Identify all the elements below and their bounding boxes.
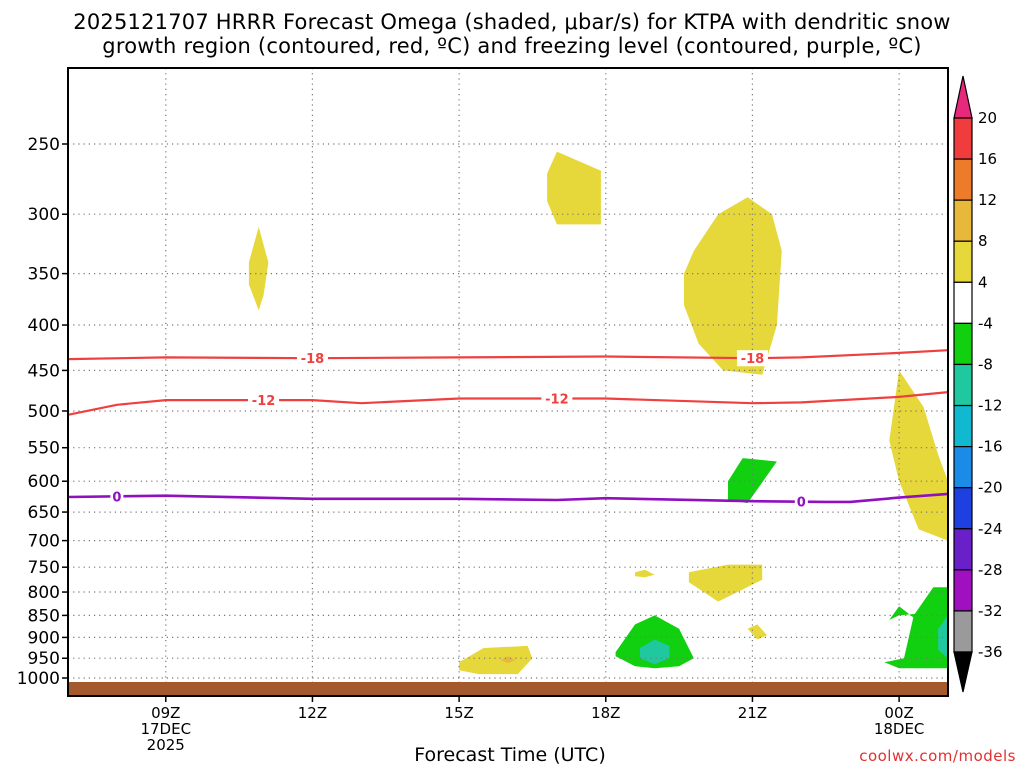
contour-label-bg [736,350,768,367]
omega-region-6 [747,624,768,640]
colorbar-bottom-arrow [953,651,973,693]
colorbar-segment-12 [953,610,973,653]
x-tick-label-24-0: 00Z [884,704,913,722]
colorbar-label-6: -8 [978,355,993,373]
contour-label-bg [296,350,328,367]
contour-line-2 [67,492,949,504]
y-tick-label-550: 550 [28,439,60,459]
y-tick-label-750: 750 [28,558,60,578]
y-tick-label-700: 700 [28,532,60,552]
omega-region-11 [884,587,948,669]
contour-label-bg [541,390,573,407]
colorbar-label-9: -20 [978,479,1003,497]
colorbar-segment-3 [953,240,973,283]
contour-label-1-1: -12 [545,392,569,407]
omega-region-3 [889,370,948,541]
colorbar-segment-4 [953,281,973,324]
colorbar-label-8: -16 [978,438,1003,456]
y-tick-label-300: 300 [28,205,60,225]
colorbar-top-arrow [953,75,973,119]
y-tick-label-600: 600 [28,472,60,492]
omega-region-7 [459,645,533,675]
colorbar-label-2: 12 [978,191,997,209]
contour-label-bg [110,488,124,505]
plot-frame [67,67,949,697]
omega-region-13 [938,615,948,659]
colorbar-segment-9 [953,487,973,530]
colorbar-segment-2 [953,199,973,242]
contour-label-0-0: -18 [301,352,325,367]
y-tick-label-900: 900 [28,628,60,648]
y-tick-label-650: 650 [28,503,60,523]
colorbar-segment-7 [953,404,973,448]
colorbar-label-12: -32 [978,602,1003,620]
x-tick-label-9-0: 09Z [151,704,180,722]
omega-region-14 [500,656,516,664]
colorbar-label-13: -36 [978,643,1003,661]
colorbar-label-4: 4 [978,273,988,291]
x-tick-label-21-0: 21Z [738,704,767,722]
colorbar-label-7: -12 [978,397,1003,415]
x-tick-label-9-2: 2025 [147,736,185,754]
y-tick-label-500: 500 [28,402,60,422]
colorbar-label-3: 8 [978,232,988,250]
grid-lines [68,68,948,696]
y-tick-label-400: 400 [28,316,60,336]
x-tick-label-24-1: 18DEC [874,720,925,738]
omega-colorbar: 20 16 12 8 4 -4 -8 -12 -16 -20 -24 -28 -32 -36 [953,75,1003,693]
colorbar-segment-11 [953,569,973,612]
contour-label-bg [248,392,280,409]
source-credit: coolwx.com/models [859,747,1016,765]
x-tick-label-9-1: 17DEC [140,720,191,738]
omega-region-1 [547,151,601,225]
colorbar-label-10: -24 [978,520,1003,538]
x-tick-label-18-0: 18Z [591,704,620,722]
x-tick-label-12-0: 12Z [298,704,327,722]
y-tick-label-800: 800 [28,583,60,603]
pressure-axis: 2503003504004505005506006507007508008509… [17,135,68,689]
y-tick-label-950: 950 [28,649,60,669]
omega-region-5 [688,564,763,602]
colorbar-segment-10 [953,528,973,571]
colorbar-segment-6 [953,363,973,407]
ground-surface [68,682,948,696]
contour-label-bg [794,493,808,510]
y-tick-label-450: 450 [28,361,60,381]
colorbar-label-1: 16 [978,150,997,168]
chart-title-line-1: 2025121707 HRRR Forecast Omega (shaded, … [73,10,951,34]
omega-shaded-regions [248,151,948,675]
y-tick-label-250: 250 [28,135,60,155]
colorbar-segment-8 [953,446,973,489]
omega-region-8 [728,458,777,504]
contour-label-1-0: -12 [252,394,276,409]
x-axis-title: Forecast Time (UTC) [414,744,606,766]
y-tick-label-1000: 1000 [17,669,60,689]
y-tick-label-350: 350 [28,265,60,285]
colorbar-segment-0 [953,117,973,160]
temperature-contours: -18 -18 -12 -12 0 0 [67,349,949,511]
contour-label-0-1: -18 [741,352,765,367]
contour-label-2-1: 0 [797,496,806,511]
omega-region-0 [248,226,269,311]
colorbar-label-0: 20 [978,109,997,127]
omega-region-4 [635,569,655,578]
contour-label-2-0: 0 [112,490,121,505]
chart-title-line-2: growth region (contoured, red, ºC) and f… [102,34,922,58]
omega-region-2 [684,197,782,375]
x-tick-label-15-0: 15Z [444,704,473,722]
y-tick-label-850: 850 [28,606,60,626]
colorbar-label-11: -28 [978,561,1003,579]
colorbar-segment-5 [953,322,973,366]
contour-line-0 [67,349,949,361]
colorbar-segment-1 [953,158,973,201]
colorbar-label-5: -4 [978,314,993,332]
contour-line-1 [67,391,949,416]
